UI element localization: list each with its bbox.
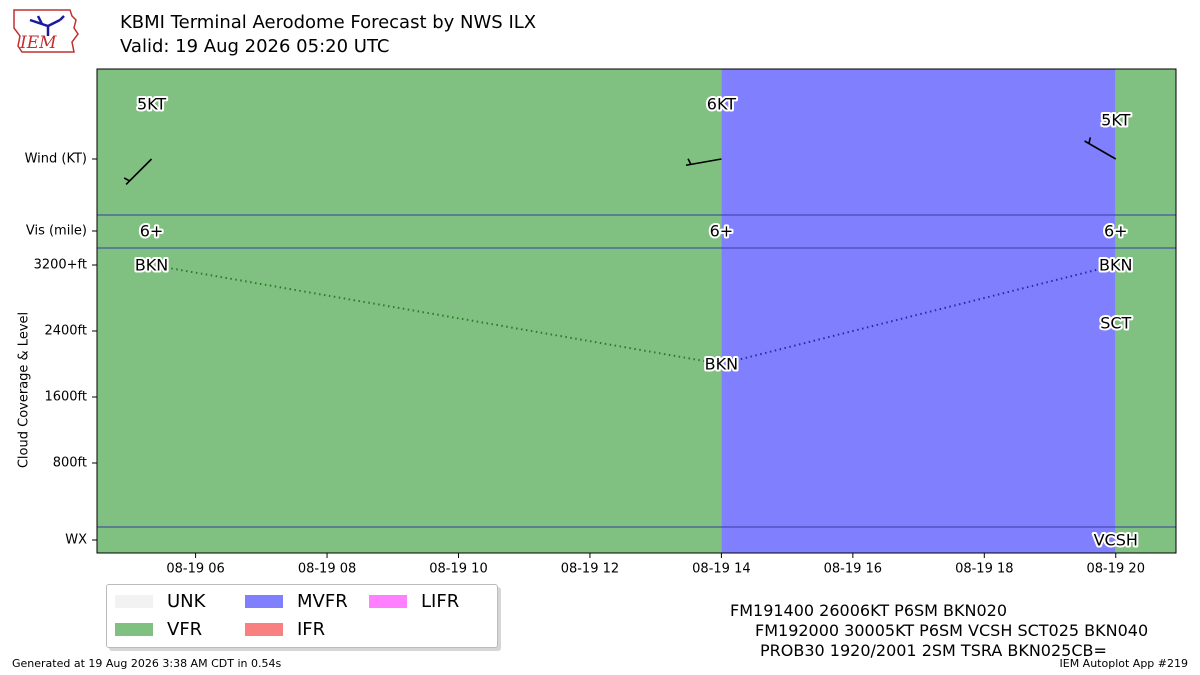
legend-swatch-vfr	[115, 622, 153, 636]
legend-label-vfr: VFR	[167, 618, 203, 640]
wind-barb-staff	[125, 158, 153, 186]
legend-item-lifr: LIFR	[369, 590, 460, 612]
y-row-label-wx: WX	[65, 533, 87, 548]
cloud-layer-label: BKN	[1099, 256, 1132, 275]
wind-barb-flag	[1088, 137, 1092, 144]
footer-app: IEM Autoplot App #219	[1059, 657, 1189, 670]
wind-barb-2	[1084, 137, 1117, 160]
wind-barb-staff	[685, 158, 722, 167]
taf-line-2: FM192000 30005KT P6SM VCSH SCT025 BKN040	[755, 621, 1149, 640]
wind-barb-0	[123, 158, 153, 186]
cloud-trend-line	[151, 264, 722, 365]
legend-label-ifr: IFR	[297, 618, 326, 640]
x-tick-label: 08-19 18	[955, 562, 1013, 577]
visibility-label: 6+	[710, 222, 734, 241]
x-tick-label: 08-19 12	[561, 562, 619, 577]
legend-item-mvfr: MVFR	[245, 590, 348, 612]
legend-label-mvfr: MVFR	[297, 590, 348, 612]
y-row-label-wind: Wind (KT)	[25, 152, 87, 167]
legend: UNK VFR MVFR IFR LIFR	[106, 584, 498, 648]
legend-swatch-unk	[115, 594, 153, 608]
wind-speed-label: 5KT	[1101, 111, 1130, 130]
cloud-layer-label: BKN	[135, 256, 168, 275]
x-tick-label: 08-19 20	[1087, 562, 1145, 577]
wind-speed-label: 6KT	[707, 95, 736, 114]
wind-barb-staff	[1084, 140, 1117, 160]
category-period-vfr-2	[1115, 69, 1177, 553]
legend-label-unk: UNK	[167, 590, 206, 612]
x-tick-label: 08-19 14	[692, 562, 750, 577]
cloud-layer-label: BKN	[705, 355, 738, 374]
legend-swatch-mvfr	[245, 594, 283, 608]
taf-line-1: FM191400 26006KT P6SM BKN020	[730, 601, 1008, 620]
x-tick-label: 08-19 16	[824, 562, 882, 577]
wind-barb-1	[685, 158, 722, 167]
x-tick-label: 08-19 06	[166, 562, 224, 577]
wind-barb-flag	[123, 177, 131, 182]
y-row-label-vis: Vis (mile)	[26, 224, 87, 239]
legend-swatch-ifr	[245, 622, 283, 636]
category-period-mvfr-1	[721, 69, 1116, 553]
visibility-label: 6+	[1104, 222, 1128, 241]
y-tick-label-cloud: 2400ft	[44, 324, 87, 339]
iem-logo: IEM	[13, 9, 79, 53]
cloud-layer-label: SCT	[1100, 313, 1131, 332]
weather-instrument-icon	[29, 15, 65, 36]
wx-label: VCSH	[1094, 531, 1138, 550]
legend-item-vfr: VFR	[115, 618, 203, 640]
chart-title: KBMI Terminal Aerodome Forecast by NWS I…	[120, 12, 537, 33]
legend-item-unk: UNK	[115, 590, 206, 612]
plot-frame	[96, 68, 1177, 554]
y-axis-label-cloud: Cloud Coverage & Level	[17, 312, 32, 468]
x-tick-label: 08-19 08	[298, 562, 356, 577]
legend-label-lifr: LIFR	[421, 590, 460, 612]
legend-swatch-lifr	[369, 594, 407, 608]
x-tick-label: 08-19 10	[429, 562, 487, 577]
chart-subtitle: Valid: 19 Aug 2026 05:20 UTC	[120, 36, 390, 57]
logo-text: IEM	[19, 33, 57, 53]
taf-line-3: PROB30 1920/2001 2SM TSRA BKN025CB=	[760, 641, 1107, 660]
legend-item-ifr: IFR	[245, 618, 326, 640]
wind-barb-flag	[687, 158, 692, 165]
y-tick-label-cloud: 800ft	[53, 456, 87, 471]
visibility-label: 6+	[140, 222, 164, 241]
category-period-vfr-0	[97, 69, 722, 553]
y-tick-label-cloud: 3200+ft	[34, 258, 87, 273]
footer-generated: Generated at 19 Aug 2026 3:38 AM CDT in …	[12, 657, 282, 670]
y-tick-label-cloud: 1600ft	[44, 390, 87, 405]
wind-speed-label: 5KT	[137, 95, 166, 114]
